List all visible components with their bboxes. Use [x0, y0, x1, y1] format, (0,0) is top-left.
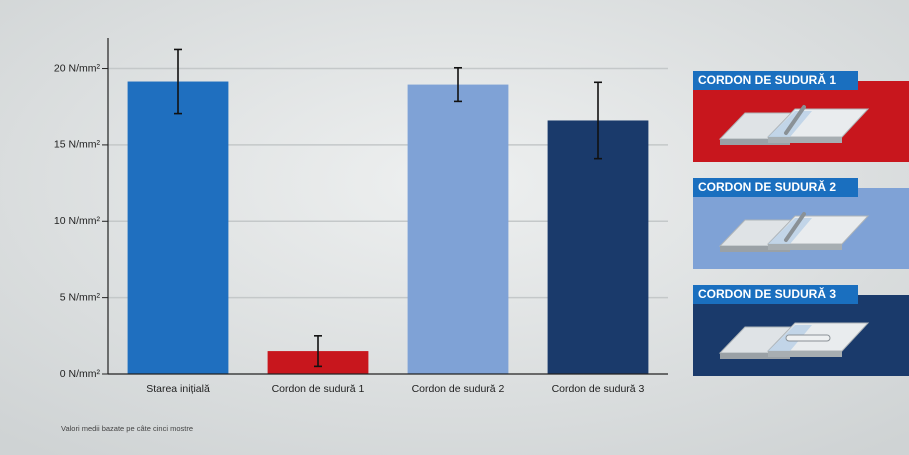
- x-tick-label: Cordon de sudură 1: [272, 383, 365, 395]
- plate-edge: [720, 139, 790, 145]
- panel-label-box: [693, 178, 858, 197]
- x-tick-label: Cordon de sudură 3: [552, 383, 645, 395]
- error-bar: [454, 66, 462, 103]
- weld: [784, 212, 806, 242]
- plate-edge: [720, 246, 790, 252]
- y-tick-label: 0 N/mm²: [60, 368, 101, 380]
- y-tick-label: 5 N/mm²: [60, 291, 101, 303]
- panel-label-box: [693, 71, 858, 90]
- y-tick-label: 10 N/mm²: [54, 215, 101, 227]
- plate-edge: [720, 353, 790, 359]
- panel-label: CORDON DE SUDURĂ 2: [698, 179, 836, 194]
- error-bar: [174, 48, 182, 115]
- weld: [785, 334, 831, 342]
- legend-panels: CORDON DE SUDURĂ 1 CORDON DE SUDURĂ 2 CORD…: [693, 71, 909, 376]
- plate-edge: [768, 244, 842, 250]
- panel-label-box: [693, 285, 858, 304]
- x-tick-label: Starea inițială: [146, 383, 210, 395]
- plate-edge: [768, 351, 842, 357]
- weld: [784, 105, 806, 135]
- plate-edge: [768, 137, 842, 143]
- error-bar: [594, 81, 602, 160]
- panel-label: CORDON DE SUDURĂ 1: [698, 72, 836, 87]
- footnote: Valori medii bazate pe câte cinci mostre: [61, 424, 193, 433]
- x-tick-label: Cordon de sudură 2: [412, 383, 505, 395]
- bar: [547, 120, 649, 375]
- bar: [127, 81, 229, 374]
- y-tick-label: 20 N/mm²: [54, 62, 101, 74]
- y-tick-label: 15 N/mm²: [54, 139, 101, 151]
- panel-label: CORDON DE SUDURĂ 3: [698, 286, 836, 301]
- bar: [407, 84, 509, 374]
- error-bar: [314, 335, 322, 368]
